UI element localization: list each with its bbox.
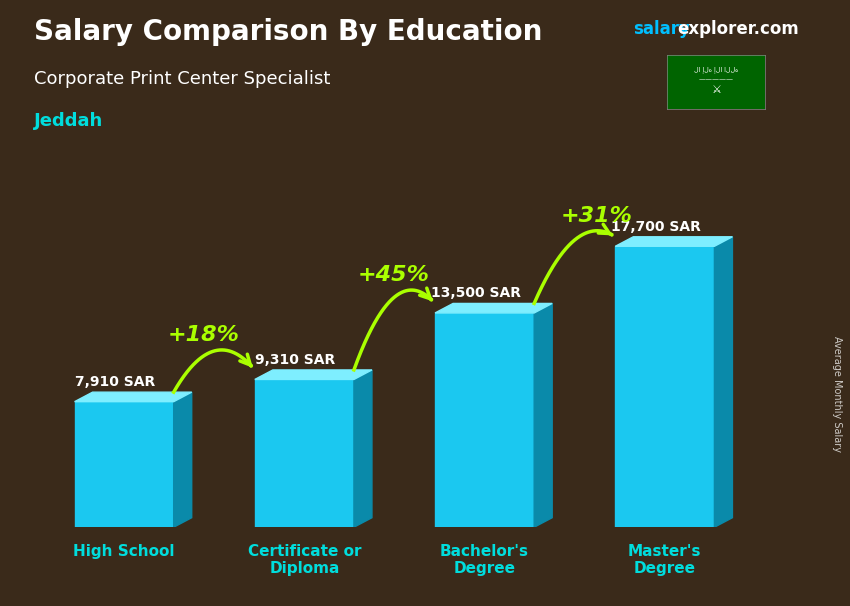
- Text: 13,500 SAR: 13,500 SAR: [431, 286, 520, 300]
- Polygon shape: [255, 370, 372, 379]
- Text: Salary Comparison By Education: Salary Comparison By Education: [34, 18, 542, 46]
- Bar: [75, 402, 173, 527]
- Text: 7,910 SAR: 7,910 SAR: [75, 375, 156, 389]
- Text: +18%: +18%: [167, 325, 240, 345]
- Bar: [615, 246, 714, 527]
- Text: Jeddah: Jeddah: [34, 112, 103, 130]
- Polygon shape: [435, 304, 552, 313]
- Text: salary: salary: [633, 20, 690, 38]
- Text: 17,700 SAR: 17,700 SAR: [611, 219, 700, 233]
- Polygon shape: [354, 370, 372, 527]
- Text: لا إله إلا الله: لا إله إلا الله: [694, 67, 739, 73]
- Text: Average Monthly Salary: Average Monthly Salary: [832, 336, 842, 452]
- Text: +31%: +31%: [561, 206, 633, 226]
- Text: —————: —————: [699, 76, 734, 82]
- Polygon shape: [714, 237, 733, 527]
- Polygon shape: [534, 304, 552, 527]
- Text: explorer.com: explorer.com: [677, 20, 799, 38]
- Text: ⚔: ⚔: [711, 85, 721, 95]
- Text: 9,310 SAR: 9,310 SAR: [255, 353, 336, 367]
- Polygon shape: [75, 392, 192, 402]
- Bar: [435, 313, 534, 527]
- Text: +45%: +45%: [358, 265, 429, 285]
- Polygon shape: [173, 392, 192, 527]
- Text: Corporate Print Center Specialist: Corporate Print Center Specialist: [34, 70, 331, 88]
- Bar: [255, 379, 354, 527]
- Polygon shape: [615, 237, 733, 246]
